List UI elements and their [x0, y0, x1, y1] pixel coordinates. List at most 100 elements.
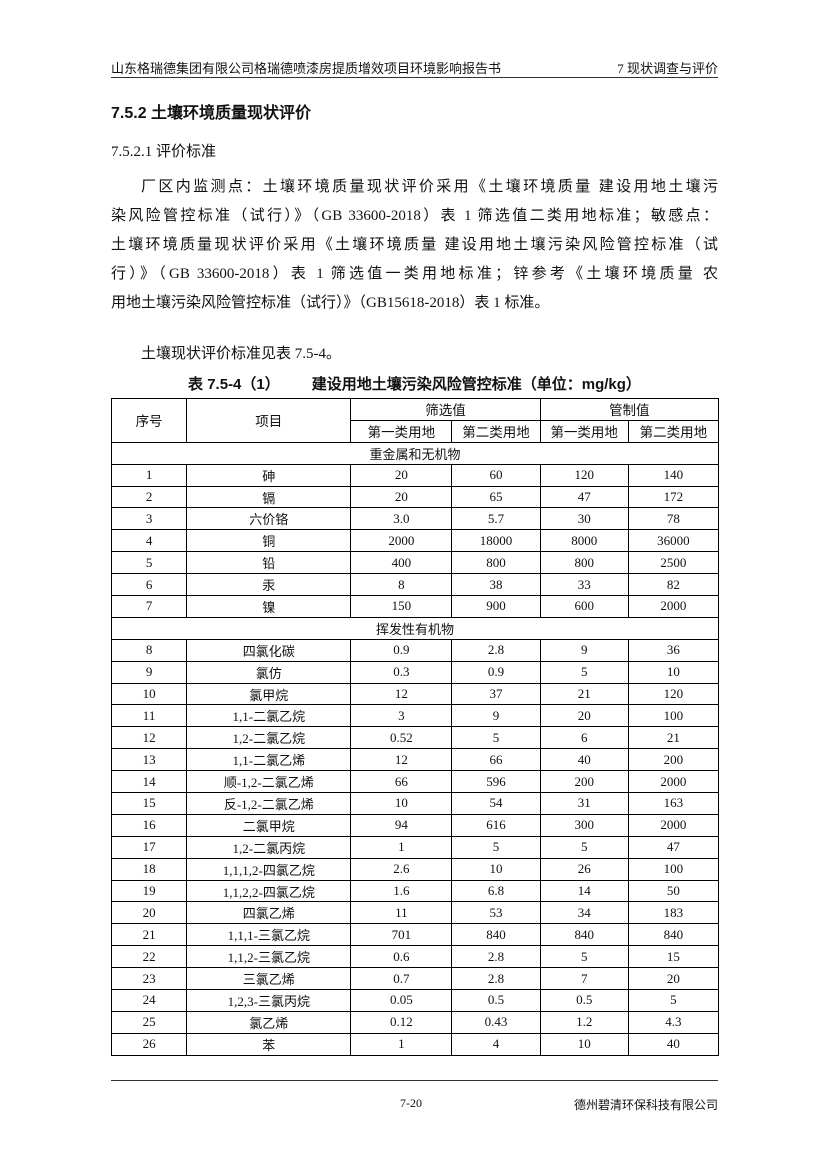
screening-class2-cell: 2.8: [451, 638, 541, 662]
row-no-cell: 6: [110, 573, 188, 597]
table-row: 14 顺-1,2-二氯乙烯 66 596 200 2000: [110, 770, 720, 794]
row-no-cell: 23: [110, 967, 188, 991]
group-row: 重金属和无机物: [111, 441, 719, 465]
screening-class1-cell: 0.3: [350, 660, 453, 684]
paragraph-line: 用地土壤污染风险管控标准（试行）》（GB15618-2018）表 1 标准。: [111, 295, 550, 311]
control-class2-cell: 200: [627, 748, 720, 772]
header-divider: [111, 77, 718, 78]
footer-divider: [111, 1080, 718, 1081]
row-item-cell: 1,2-二氯乙烷: [186, 726, 352, 750]
screening-class2-cell: 0.9: [451, 660, 541, 684]
section-title: 7.5.2 土壤环境质量现状评价: [111, 105, 312, 122]
screening-class1-cell: 66: [350, 770, 453, 794]
control-class2-cell: 100: [627, 704, 720, 728]
screening-class1-cell: 12: [350, 748, 453, 772]
table-row: 26 苯 1 4 10 40: [110, 1032, 720, 1056]
paragraph-line: 土壤环境质量现状评价采用《土壤环境质量 建设用地土壤污染风险管控标准（试: [111, 237, 718, 253]
control-class2-cell: 163: [627, 792, 720, 815]
row-item-cell: 氯甲烷: [186, 682, 352, 706]
row-item-cell: 苯: [186, 1032, 352, 1056]
table-row: 22 1,1,2-三氯乙烷 0.6 2.8 5 15: [110, 945, 720, 969]
row-item-cell: 铜: [186, 529, 352, 553]
control-class1-cell: 40: [539, 748, 629, 772]
control-class1-cell: 300: [539, 813, 629, 837]
col-header-control-class1: 第一类用地: [539, 419, 629, 443]
screening-class1-cell: 1.6: [350, 879, 453, 903]
group-title: 重金属和无机物: [111, 441, 719, 465]
table-row: 18 1,1,1,2-四氯乙烷 2.6 10 26 100: [110, 857, 720, 881]
screening-class1-cell: 0.12: [350, 1010, 453, 1034]
table-row: 4 铜 2000 18000 8000 36000: [110, 529, 720, 553]
screening-class2-cell: 5.7: [451, 507, 541, 531]
control-class1-cell: 21: [539, 682, 629, 706]
row-no-cell: 16: [110, 813, 188, 837]
control-class2-cell: 840: [627, 923, 720, 947]
row-item-cell: 1,1-二氯乙烯: [186, 748, 352, 772]
control-class2-cell: 78: [627, 507, 720, 531]
row-item-cell: 铅: [186, 551, 352, 575]
row-no-cell: 11: [110, 704, 188, 728]
screening-class2-cell: 18000: [451, 529, 541, 553]
screening-class2-cell: 4: [451, 1032, 541, 1056]
row-item-cell: 砷: [186, 463, 352, 487]
col-header-control-class2: 第二类用地: [627, 419, 720, 443]
control-class1-cell: 5: [539, 835, 629, 859]
row-item-cell: 1,1,1-三氯乙烷: [186, 923, 352, 947]
row-item-cell: 三氯乙烯: [186, 967, 352, 991]
row-no-cell: 13: [110, 748, 188, 772]
screening-class2-cell: 60: [451, 463, 541, 487]
control-class1-cell: 9: [539, 638, 629, 662]
row-item-cell: 四氯化碳: [186, 638, 352, 662]
table-reference-text: 土壤现状评价标准见表 7.5-4。: [141, 346, 341, 362]
table-row: 17 1,2-二氯丙烷 1 5 5 47: [110, 835, 720, 859]
screening-class1-cell: 1: [350, 1032, 453, 1056]
screening-class1-cell: 20: [350, 463, 453, 487]
screening-class1-cell: 2000: [350, 529, 453, 553]
screening-class1-cell: 0.9: [350, 638, 453, 662]
soil-standard-table: 序号 项目 筛选值 管制值 第一类用地 第二类用地 第一类用地 第二类用地 重金…: [110, 398, 720, 1056]
paragraph-line: 厂区内监测点：土壤环境质量现状评价采用《土壤环境质量 建设用地土壤污: [141, 179, 718, 195]
control-class1-cell: 7: [539, 967, 629, 991]
running-header-title: 山东格瑞德集团有限公司格瑞德喷漆房提质增效项目环境影响报告书: [111, 61, 502, 76]
col-header-no: 序号: [110, 398, 188, 443]
control-class1-cell: 5: [539, 945, 629, 969]
row-item-cell: 镉: [186, 485, 352, 509]
table-caption: 表 7.5-4（1） 建设用地土壤污染风险管控标准（单位：mg/kg）: [111, 373, 718, 394]
control-class2-cell: 5: [627, 989, 720, 1012]
table-row: 23 三氯乙烯 0.7 2.8 7 20: [110, 967, 720, 991]
control-class2-cell: 183: [627, 901, 720, 925]
control-class1-cell: 800: [539, 551, 629, 575]
screening-class2-cell: 65: [451, 485, 541, 509]
page-number: 7-20: [400, 1096, 422, 1110]
screening-class1-cell: 20: [350, 485, 453, 509]
control-class1-cell: 8000: [539, 529, 629, 553]
screening-class2-cell: 2.8: [451, 945, 541, 969]
control-class1-cell: 30: [539, 507, 629, 531]
row-item-cell: 六价铬: [186, 507, 352, 531]
subsection-title: 7.5.2.1 评价标准: [111, 144, 217, 160]
screening-class1-cell: 701: [350, 923, 453, 947]
screening-class1-cell: 10: [350, 792, 453, 815]
row-no-cell: 5: [110, 551, 188, 575]
row-no-cell: 26: [110, 1032, 188, 1056]
screening-class2-cell: 616: [451, 813, 541, 837]
col-header-screening-class2: 第二类用地: [451, 419, 541, 443]
table-row: 10 氯甲烷 12 37 21 120: [110, 682, 720, 706]
control-class2-cell: 40: [627, 1032, 720, 1056]
screening-class1-cell: 94: [350, 813, 453, 837]
table-row: 3 六价铬 3.0 5.7 30 78: [110, 507, 720, 531]
screening-class2-cell: 38: [451, 573, 541, 597]
row-item-cell: 四氯乙烯: [186, 901, 352, 925]
control-class1-cell: 6: [539, 726, 629, 750]
screening-class2-cell: 66: [451, 748, 541, 772]
row-item-cell: 镍: [186, 595, 352, 618]
table-row: 6 汞 8 38 33 82: [110, 573, 720, 597]
row-no-cell: 20: [110, 901, 188, 925]
control-class2-cell: 2000: [627, 595, 720, 618]
paragraph-line: 行）》（GB 33600-2018）表 1 筛选值一类用地标准；锌参考《土壤环境…: [111, 266, 718, 282]
control-class1-cell: 34: [539, 901, 629, 925]
control-class2-cell: 140: [627, 463, 720, 487]
control-class1-cell: 200: [539, 770, 629, 794]
control-class2-cell: 120: [627, 682, 720, 706]
table-row: 8 四氯化碳 0.9 2.8 9 36: [110, 638, 720, 662]
